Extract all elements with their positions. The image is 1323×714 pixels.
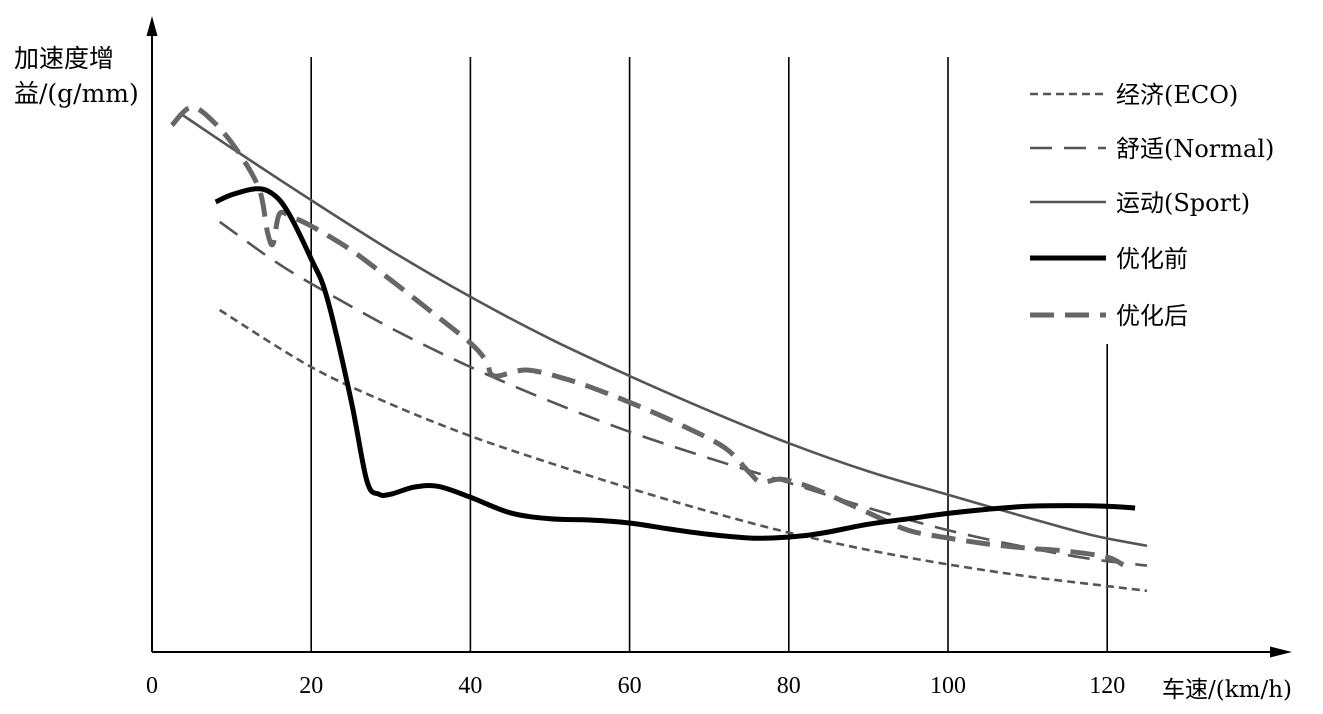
series-line-0	[219, 308, 1148, 593]
legend-label-0: 经济(ECO)	[1116, 81, 1238, 109]
x-tick-label-60: 60	[618, 673, 642, 699]
x-tick-label-40: 40	[458, 673, 482, 699]
x-tick-label-20: 20	[299, 673, 323, 699]
series-line-2	[179, 112, 1148, 548]
axes	[146, 16, 1292, 658]
legend-label-1: 舒适(Normal)	[1116, 135, 1274, 163]
x-tick-labels: 0 20 40 60 80 100 120	[146, 673, 1125, 699]
vertical-grid-lines	[310, 57, 1108, 652]
x-axis-arrowhead	[1270, 646, 1292, 658]
legend-label-2: 运动(Sport)	[1116, 189, 1250, 217]
series-line-4	[170, 104, 1125, 568]
series-group	[170, 104, 1148, 593]
y-axis-label-line-1: 加速度增	[14, 44, 114, 73]
x-tick-label-0: 0	[146, 673, 158, 699]
legend-label-3: 优化前	[1116, 245, 1188, 273]
series-line-3	[214, 186, 1136, 541]
series-line-1	[218, 220, 1148, 567]
legend-background	[1010, 72, 1310, 344]
y-axis-arrowhead	[146, 16, 158, 36]
x-tick-label-80: 80	[777, 673, 801, 699]
legend-label-4: 优化后	[1116, 302, 1188, 330]
x-tick-label-120: 120	[1089, 673, 1125, 699]
x-axis-label: 车速/(km/h)	[1162, 677, 1292, 703]
x-tick-label-100: 100	[930, 673, 966, 699]
y-axis-label-line-2: 益/(g/mm)	[14, 79, 139, 108]
